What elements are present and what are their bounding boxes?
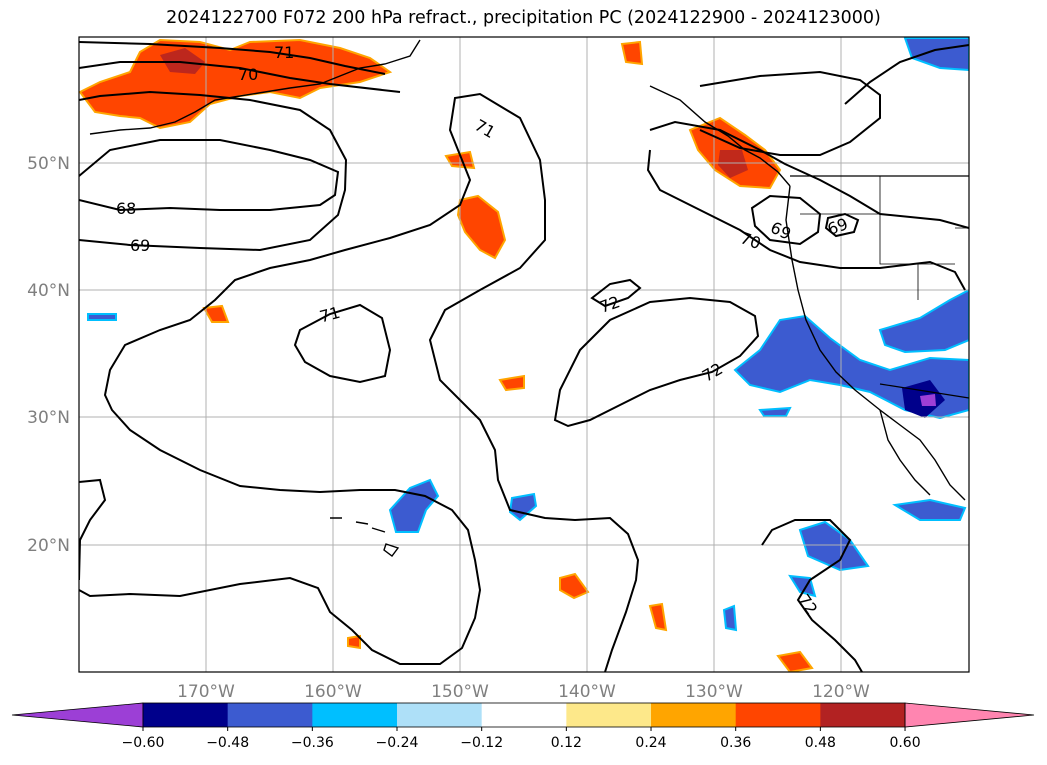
longitude-labels: 170°W 160°W 150°W 140°W 130°W 120°W [177, 682, 870, 702]
contour-69 [79, 90, 348, 252]
colorbar-segment [397, 703, 483, 727]
colorbar-tick-label: 0.24 [635, 735, 666, 751]
precip-area-ne-corner [903, 37, 969, 72]
latitude-labels: 50°N 40°N 30°N 20°N [27, 154, 70, 556]
colorbar-tick-label: 0.12 [551, 735, 582, 751]
contour-70-north [79, 61, 401, 93]
colorbar-segment [820, 703, 906, 727]
precip-area-small-2 [202, 304, 230, 323]
colorbar-segment [481, 703, 567, 727]
colorbar: −0.60 −0.48 −0.36 −0.24 −0.12 0.12 0.24 0.36 0.4… [11, 702, 1035, 751]
contour-label: 70 [238, 65, 258, 84]
precip-area-small-b2 [87, 313, 117, 321]
contour-69-small [824, 212, 860, 238]
lon-label: 160°W [304, 682, 362, 702]
map-frame [78, 36, 970, 673]
coast-bc [649, 85, 791, 187]
precip-area-small-5 [776, 650, 814, 672]
contour-72-small [590, 278, 642, 308]
contour-71-central [79, 92, 640, 672]
state-borders [800, 176, 969, 300]
precip-area-small-4 [559, 572, 590, 600]
contour-72-south [761, 519, 863, 672]
precip-area-small-b4 [722, 604, 738, 632]
lon-label: 130°W [685, 682, 743, 702]
lon-label: 150°W [431, 682, 489, 702]
lon-label: 140°W [558, 682, 616, 702]
colorbar-tick-label: 0.48 [805, 735, 836, 751]
precip-area-small-b3 [758, 406, 792, 417]
lat-label: 50°N [27, 154, 70, 174]
precip-negative-areas [87, 37, 969, 632]
colorbar-tick-label: −0.24 [376, 735, 419, 751]
contour-72-large [553, 296, 760, 428]
contour-71-west [79, 478, 107, 581]
lat-label: 30°N [27, 408, 70, 428]
colorbar-segment [651, 703, 737, 727]
contour-70-east [649, 120, 969, 229]
coast-baja [879, 409, 931, 496]
contour-69-ne [699, 70, 881, 156]
contour-70-ne [844, 44, 969, 105]
precip-area-small-7 [648, 602, 668, 632]
precip-area-hawaii-east [388, 478, 440, 533]
precip-area-baja-south [892, 498, 967, 521]
colorbar-outline [142, 702, 906, 728]
colorbar-extend-high [904, 702, 1035, 728]
precip-core-bc [718, 150, 748, 178]
graticule [79, 37, 969, 672]
contour-71-north [79, 41, 386, 75]
lat-label: 40°N [27, 281, 70, 301]
colorbar-segment [227, 703, 313, 727]
coast-westcoast [785, 185, 966, 501]
coastlines [89, 39, 969, 557]
contour-label: 71 [317, 303, 342, 327]
contour-label: 71 [274, 43, 294, 62]
precip-area-small-8 [620, 40, 644, 66]
contour-70-east-lower [646, 149, 966, 291]
map-title: 2024122700 F072 200 hPa refract., precip… [166, 8, 881, 28]
refractivity-contours [79, 41, 969, 672]
colorbar-tick-label: 0.60 [889, 735, 920, 751]
coast-alaska [89, 39, 421, 135]
colorbar-segment [566, 703, 652, 727]
colorbar-tick-label: −0.36 [291, 735, 334, 751]
precip-core-purple [920, 394, 936, 406]
colorbar-tick-label: −0.60 [122, 735, 165, 751]
lon-label: 120°W [812, 682, 870, 702]
contour-71-loop [293, 303, 392, 384]
border-us-mexico [879, 383, 969, 399]
precip-area-small-3 [498, 374, 525, 392]
contour-label: 69 [130, 236, 150, 255]
colorbar-segment [735, 703, 821, 727]
precip-area-south-east [798, 520, 870, 572]
colorbar-segment [312, 703, 398, 727]
colorbar-tick-label: −0.12 [460, 735, 503, 751]
colorbar-tick-label: 0.36 [720, 735, 751, 751]
colorbar-tick-label: −0.48 [206, 735, 249, 751]
precip-area-small-6 [347, 634, 361, 650]
lon-label: 170°W [177, 682, 235, 702]
contour-69-loop [750, 194, 822, 246]
lat-label: 20°N [27, 536, 70, 556]
hawaii-islands [330, 517, 400, 557]
precip-area-nevada [878, 288, 969, 354]
precip-core-alaska [160, 48, 205, 74]
contour-68 [79, 139, 340, 212]
contour-label: 68 [116, 199, 136, 218]
colorbar-segment [143, 703, 229, 727]
colorbar-extend-low [11, 702, 144, 728]
